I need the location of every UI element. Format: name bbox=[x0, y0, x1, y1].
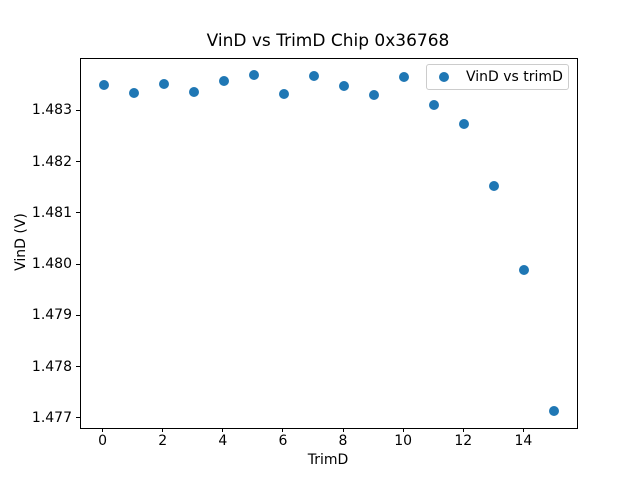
y-tick-label: 1.480 bbox=[31, 256, 72, 273]
y-tick-label: 1.481 bbox=[31, 204, 72, 221]
plot-area bbox=[80, 58, 578, 429]
scatter-point bbox=[278, 89, 289, 100]
y-tick-label: 1.483 bbox=[31, 102, 72, 119]
y-tick-label: 1.482 bbox=[31, 153, 72, 170]
x-axis-label: TrimD bbox=[307, 452, 349, 468]
x-tick-label: 10 bbox=[394, 433, 413, 449]
scatter-point bbox=[308, 71, 319, 82]
y-tick-mark bbox=[76, 417, 80, 419]
legend-marker-dot bbox=[439, 72, 449, 82]
scatter-point bbox=[459, 119, 470, 130]
x-tick-label: 4 bbox=[218, 433, 228, 449]
y-tick-mark bbox=[76, 109, 80, 111]
scatter-point bbox=[549, 406, 560, 417]
scatter-point bbox=[98, 80, 109, 91]
x-tick-mark bbox=[102, 428, 104, 432]
x-tick-label: 2 bbox=[158, 433, 168, 449]
scatter-point bbox=[248, 70, 259, 81]
y-tick-label: 1.478 bbox=[31, 358, 72, 375]
scatter-point bbox=[218, 75, 229, 86]
x-tick-mark bbox=[282, 428, 284, 432]
scatter-point bbox=[158, 79, 169, 90]
x-tick-label: 14 bbox=[514, 433, 533, 449]
x-tick-mark bbox=[342, 428, 344, 432]
x-tick-label: 8 bbox=[338, 433, 348, 449]
scatter-point bbox=[519, 265, 530, 276]
x-tick-label: 0 bbox=[98, 433, 107, 449]
x-tick-label: 12 bbox=[454, 433, 473, 449]
chart-title: VinD vs TrimD Chip 0x36768 bbox=[206, 31, 450, 51]
y-tick-mark bbox=[76, 212, 80, 214]
y-tick-label: 1.479 bbox=[31, 307, 72, 324]
y-tick-mark bbox=[76, 314, 80, 316]
legend: VinD vs trimD bbox=[426, 64, 569, 90]
scatter-point bbox=[128, 88, 139, 99]
x-tick-mark bbox=[162, 428, 164, 432]
y-tick-mark bbox=[76, 366, 80, 368]
scatter-point bbox=[489, 181, 500, 192]
y-tick-label: 1.477 bbox=[31, 409, 72, 426]
scatter-point bbox=[188, 87, 199, 98]
x-tick-label: 6 bbox=[278, 433, 288, 449]
scatter-point bbox=[429, 100, 440, 111]
y-tick-mark bbox=[76, 263, 80, 265]
legend-label: VinD vs trimD bbox=[466, 69, 563, 85]
scatter-point bbox=[339, 81, 350, 92]
x-tick-mark bbox=[402, 428, 404, 432]
x-tick-mark bbox=[522, 428, 524, 432]
scatter-point bbox=[369, 90, 380, 101]
y-tick-mark bbox=[76, 161, 80, 163]
scatter-point bbox=[399, 72, 410, 83]
x-tick-mark bbox=[222, 428, 224, 432]
x-tick-mark bbox=[462, 428, 464, 432]
